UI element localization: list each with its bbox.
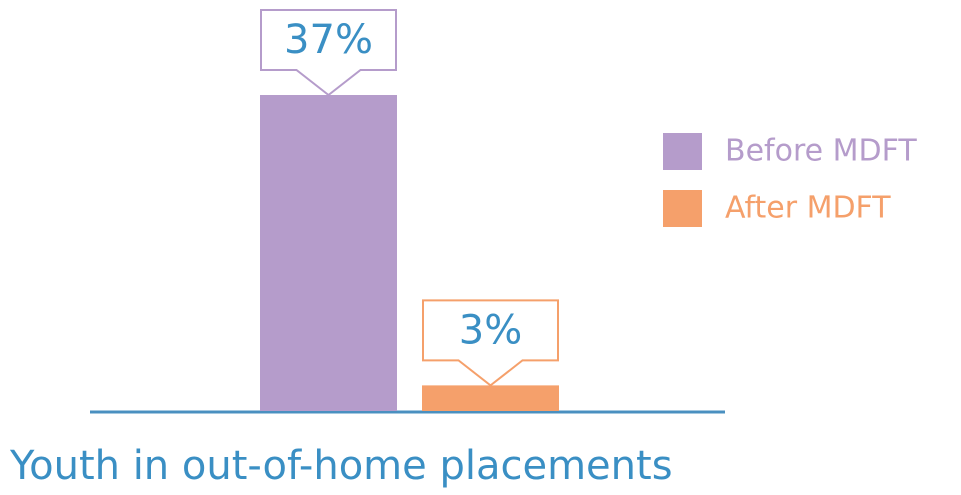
value-callout (260, 9, 397, 97)
legend-label: After MDFT (725, 191, 891, 226)
legend-label: Before MDFT (725, 134, 917, 169)
value-callout (422, 299, 559, 387)
value-label: 3% (459, 307, 522, 353)
category-label: Youth in out-of-home placements (9, 443, 673, 489)
bar (260, 95, 397, 411)
bar (422, 385, 559, 411)
legend-swatch (663, 133, 702, 170)
value-label: 37% (284, 17, 373, 63)
legend-swatch (663, 190, 702, 227)
